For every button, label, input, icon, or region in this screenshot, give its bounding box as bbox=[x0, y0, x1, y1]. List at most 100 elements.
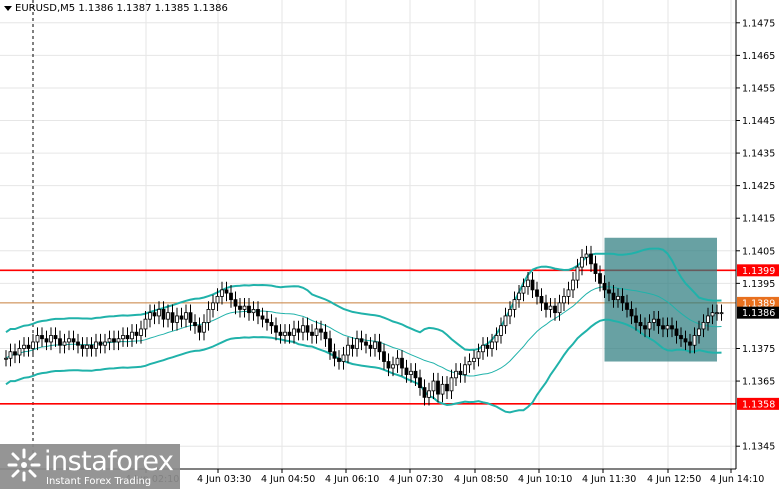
candle-body bbox=[521, 286, 526, 294]
y-tick-label: 1.1345 bbox=[742, 442, 775, 453]
candle-body bbox=[13, 351, 17, 356]
candle-body bbox=[224, 289, 229, 294]
candle-body bbox=[472, 357, 476, 362]
candle-body bbox=[103, 341, 107, 346]
resistance-price-tag-label: 1.1399 bbox=[742, 266, 775, 277]
candle-body bbox=[647, 322, 652, 330]
candle-body bbox=[404, 367, 409, 375]
candle-body bbox=[175, 315, 179, 323]
candle-body bbox=[49, 335, 53, 343]
candle-body bbox=[517, 292, 521, 301]
candle-body bbox=[490, 341, 494, 349]
x-tick-label: 4 Jun 12:50 bbox=[647, 474, 701, 485]
candle-body bbox=[94, 341, 98, 349]
y-tick-label: 1.1405 bbox=[742, 246, 775, 257]
watermark-tagline: Instant Forex Trading bbox=[46, 476, 152, 487]
candle-body bbox=[553, 305, 557, 314]
candle-body bbox=[112, 338, 116, 343]
candle-body bbox=[256, 309, 260, 317]
bollinger-bands bbox=[5, 247, 722, 414]
candle-body bbox=[85, 344, 89, 349]
candle-body bbox=[409, 370, 413, 375]
candles bbox=[4, 245, 724, 406]
candle-body bbox=[584, 253, 589, 258]
candle-body bbox=[229, 292, 233, 301]
candle-body bbox=[242, 305, 247, 310]
candle-body bbox=[391, 364, 395, 369]
candle-body bbox=[238, 305, 242, 310]
candle-body bbox=[476, 351, 481, 359]
candle-body bbox=[148, 312, 152, 320]
candle-body bbox=[364, 341, 368, 346]
candle-body bbox=[40, 335, 44, 340]
candle-body bbox=[512, 299, 517, 310]
bollinger-upper-band bbox=[5, 247, 722, 352]
candle-body bbox=[395, 357, 400, 366]
candle-body bbox=[638, 322, 643, 327]
candle-body bbox=[274, 325, 278, 333]
candle-body bbox=[526, 279, 530, 288]
orange-price-tag bbox=[737, 296, 779, 309]
candle-body bbox=[710, 312, 715, 317]
candle-body bbox=[211, 302, 215, 310]
dropdown-triangle-icon[interactable] bbox=[4, 5, 12, 11]
candle-body bbox=[539, 295, 544, 304]
candle-body bbox=[544, 302, 548, 310]
candle-body bbox=[566, 289, 571, 297]
candle-body bbox=[575, 266, 580, 281]
candle-body bbox=[436, 380, 440, 395]
y-tick-label: 1.1475 bbox=[742, 18, 775, 29]
candle-body bbox=[674, 328, 679, 336]
candle-body bbox=[503, 315, 508, 327]
candle-body bbox=[571, 279, 575, 291]
candle-body bbox=[134, 331, 139, 336]
candle-body bbox=[692, 335, 697, 346]
candle-body bbox=[386, 361, 391, 369]
candle-body bbox=[589, 253, 593, 265]
symbol-label: EURUSD,M5 bbox=[15, 3, 76, 14]
y-tick-label: 1.1455 bbox=[742, 83, 775, 94]
candle-body bbox=[337, 357, 341, 362]
watermark-brand: instaforex bbox=[44, 446, 174, 477]
candle-body bbox=[679, 335, 683, 340]
candle-body bbox=[463, 364, 467, 375]
candle-body bbox=[508, 309, 512, 317]
ohlc-values: 1.1386 1.1387 1.1385 1.1386 bbox=[78, 3, 228, 14]
candle-body bbox=[220, 289, 224, 297]
x-tick-label: 4 Jun 08:50 bbox=[454, 474, 508, 485]
candle-body bbox=[58, 338, 62, 346]
candle-body bbox=[400, 357, 404, 369]
candle-body bbox=[80, 344, 85, 349]
candle-body bbox=[530, 279, 535, 291]
candle-body bbox=[26, 344, 31, 349]
candle-body bbox=[368, 344, 373, 349]
candle-body bbox=[22, 344, 26, 349]
candle-body bbox=[305, 325, 310, 333]
candle-body bbox=[485, 344, 490, 349]
candle-body bbox=[188, 312, 193, 323]
candle-body bbox=[170, 312, 175, 323]
y-tick-label: 1.1425 bbox=[742, 181, 775, 192]
candle-body bbox=[107, 338, 112, 343]
x-tick-label: 4 Jun 04:50 bbox=[261, 474, 315, 485]
candle-body bbox=[125, 335, 130, 340]
candle-body bbox=[130, 331, 134, 340]
candle-body bbox=[629, 309, 634, 317]
candle-body bbox=[76, 341, 80, 346]
candle-body bbox=[206, 309, 211, 323]
candle-body bbox=[292, 328, 296, 336]
current-price-tag-label: 1.1386 bbox=[742, 308, 775, 319]
candle-body bbox=[179, 315, 184, 320]
candle-body bbox=[161, 309, 166, 320]
support-price-tag-label: 1.1358 bbox=[742, 399, 775, 410]
candle-body bbox=[139, 328, 143, 336]
candle-body bbox=[265, 318, 269, 323]
candle-body bbox=[620, 295, 625, 304]
y-tick-label: 1.1365 bbox=[742, 377, 775, 388]
candle-body bbox=[382, 351, 386, 362]
candle-body bbox=[215, 295, 220, 304]
candle-body bbox=[67, 338, 71, 343]
candle-body bbox=[62, 341, 67, 346]
